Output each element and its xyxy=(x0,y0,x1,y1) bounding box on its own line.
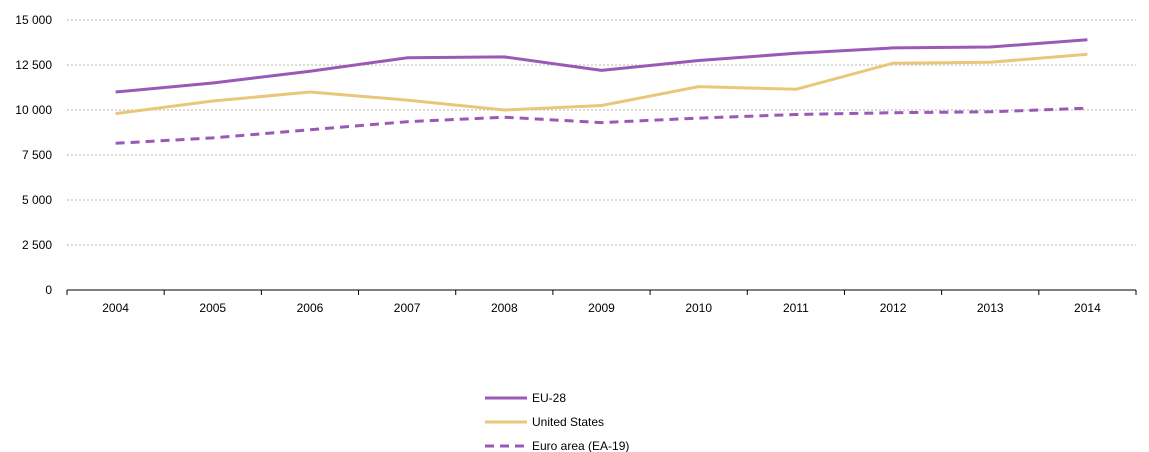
x-tick-label: 2009 xyxy=(588,301,615,315)
y-tick-label: 7 500 xyxy=(22,148,52,162)
x-tick-label: 2005 xyxy=(199,301,226,315)
y-tick-label: 2 500 xyxy=(22,238,52,252)
legend-label-0: EU-28 xyxy=(532,391,566,405)
legend-label-2: Euro area (EA-19) xyxy=(532,439,629,452)
y-tick-label: 12 500 xyxy=(15,58,52,72)
y-tick-label: 15 000 xyxy=(15,13,52,27)
legend-label-1: United States xyxy=(532,415,604,429)
x-tick-label: 2006 xyxy=(297,301,324,315)
x-tick-label: 2007 xyxy=(394,301,421,315)
y-tick-label: 5 000 xyxy=(22,193,52,207)
y-tick-label: 10 000 xyxy=(15,103,52,117)
x-tick-label: 2010 xyxy=(685,301,712,315)
x-tick-label: 2012 xyxy=(880,301,907,315)
series-line-1 xyxy=(115,52,1088,116)
x-tick-label: 2004 xyxy=(102,301,129,315)
x-tick-label: 2013 xyxy=(977,301,1004,315)
series-line-0 xyxy=(115,38,1088,94)
series-line-2 xyxy=(115,106,1088,145)
x-tick-label: 2014 xyxy=(1074,301,1101,315)
x-tick-label: 2011 xyxy=(783,301,809,315)
y-tick-label: 0 xyxy=(45,283,52,297)
x-tick-label: 2008 xyxy=(491,301,518,315)
